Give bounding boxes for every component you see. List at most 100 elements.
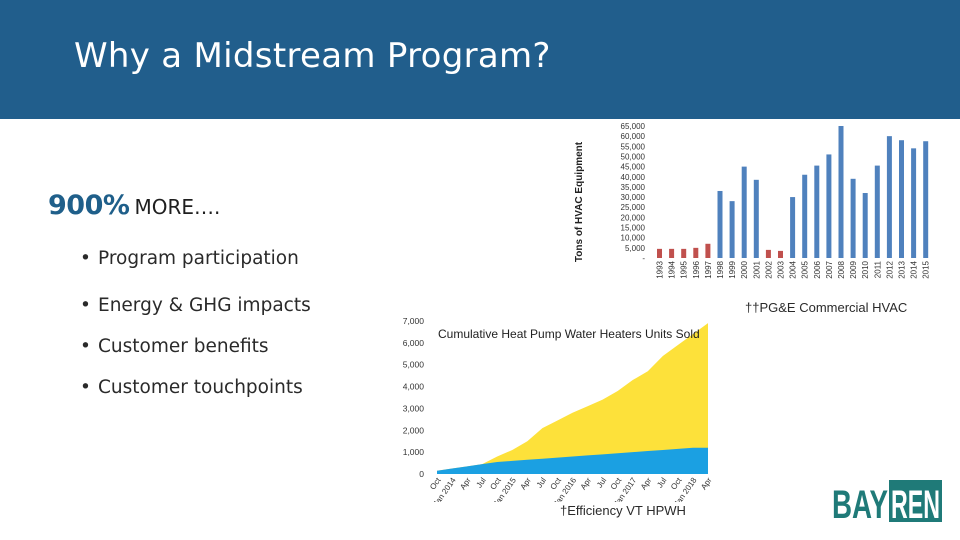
- area-y-tick-label: 1,000: [403, 447, 425, 457]
- bar-1995: [681, 248, 687, 258]
- bar-y-tick-label: 50,000: [621, 152, 646, 161]
- bar-x-tick-label: 2014: [910, 260, 919, 278]
- area-x-tick-label: Jul: [595, 476, 608, 490]
- bullet-item: • Customer touchpoints: [80, 377, 303, 398]
- bar-1996: [693, 247, 699, 258]
- bar-2010: [862, 193, 868, 258]
- bar-x-tick-label: 2006: [813, 260, 822, 278]
- bar-y-tick-label: 35,000: [621, 183, 646, 192]
- bar-2006: [814, 165, 820, 258]
- bar-y-tick-label: 40,000: [621, 173, 646, 182]
- bar-x-tick-label: 2002: [764, 260, 773, 278]
- area-y-tick-label: 4,000: [403, 382, 425, 392]
- bar-2008: [838, 126, 844, 258]
- area-y-tick-label: 7,000: [403, 316, 425, 326]
- headline-value: 900%: [48, 190, 130, 221]
- bar-1997: [705, 243, 711, 258]
- bar-2011: [874, 165, 880, 258]
- area-x-tick-label: Apr: [699, 476, 714, 492]
- bar-y-tick-label: 60,000: [621, 132, 646, 141]
- bar-x-tick-label: 1997: [704, 260, 713, 278]
- bar-1999: [729, 201, 735, 258]
- bar-x-tick-label: 1995: [680, 260, 689, 278]
- area-x-tick-label: Apr: [518, 476, 533, 492]
- area-chart-title: Cumulative Heat Pump Water Heaters Units…: [438, 327, 700, 341]
- bar-chart-caption: ††PG&E Commercial HVAC: [745, 300, 908, 315]
- area-y-tick-label: 2,000: [403, 425, 425, 435]
- bar-2014: [911, 148, 917, 258]
- bullet-item: • Customer benefits: [80, 336, 269, 357]
- bar-x-tick-label: 2005: [801, 260, 810, 278]
- headline-text: MORE….: [134, 195, 221, 219]
- area-chart-y-ticks: 7,000 6,000 5,000 4,000 3,000 2,000 1,000 0: [403, 316, 425, 479]
- bar-1998: [717, 190, 723, 258]
- area-y-tick-label: 3,000: [403, 403, 425, 413]
- area-y-tick-label: 5,000: [403, 360, 425, 370]
- bar-y-tick-label: 25,000: [621, 203, 646, 212]
- bullet-text: Program participation: [98, 248, 299, 269]
- bar-x-tick-label: 2001: [752, 260, 761, 278]
- bullet-text: Customer touchpoints: [98, 377, 303, 398]
- area-series-yellow: [437, 323, 708, 474]
- bar-2002: [765, 249, 771, 258]
- bar-chart-x-ticks: 1993 1994 1995 1996 1997 1998 1999 2000 2001 2002…: [656, 260, 931, 278]
- bar-chart-y-label: Tons of HVAC Equipment: [574, 141, 585, 262]
- logo-box: [889, 480, 942, 522]
- bar-x-tick-label: 1999: [728, 260, 737, 278]
- bar-x-tick-label: 2012: [885, 260, 894, 278]
- bar-x-tick-label: 1993: [656, 260, 665, 278]
- area-y-tick-label: 6,000: [403, 338, 425, 348]
- bar-y-tick-label: 15,000: [621, 224, 646, 233]
- bar-x-tick-label: 2011: [873, 260, 882, 278]
- bar-x-tick-label: 2013: [898, 260, 907, 278]
- title-bar: [0, 0, 960, 119]
- bar-x-tick-label: 2007: [825, 260, 834, 278]
- bar-2005: [802, 174, 808, 258]
- bar-x-tick-label: 2010: [861, 260, 870, 278]
- bar-x-tick-label: 2004: [789, 260, 798, 278]
- area-x-tick-label: Jul: [535, 476, 548, 490]
- bar-2004: [790, 197, 796, 258]
- area-x-tick-label: Apr: [458, 476, 473, 492]
- bar-y-tick-label: 55,000: [621, 142, 646, 151]
- bar-2001: [753, 179, 759, 258]
- hpwh-area-chart: 7,000 6,000 5,000 4,000 3,000 2,000 1,000 0 Oct…: [403, 316, 714, 502]
- bullet-text: Customer benefits: [98, 336, 269, 357]
- area-chart-caption: †Efficiency VT HPWH: [560, 503, 686, 518]
- bar-y-tick-label: 20,000: [621, 213, 646, 222]
- area-x-tick-label: Jul: [655, 476, 668, 490]
- bar-y-tick-label: 45,000: [621, 163, 646, 172]
- bar-2003: [778, 250, 783, 258]
- area-x-tick-label: Apr: [639, 476, 654, 492]
- bar-2009: [850, 178, 856, 258]
- bar-x-tick-label: 2000: [740, 260, 749, 278]
- bar-y-tick-label: 5,000: [625, 244, 646, 253]
- bar-y-tick-label: -: [642, 254, 645, 263]
- bar-x-tick-label: 2003: [777, 260, 786, 278]
- bar-chart-bars: [657, 126, 929, 258]
- bar-2007: [826, 154, 832, 258]
- bar-2015: [923, 141, 929, 258]
- bayren-logo: BAY REN: [832, 480, 942, 522]
- area-x-tick-label: Jul: [475, 476, 488, 490]
- bar-1994: [669, 248, 675, 258]
- bar-2000: [741, 166, 747, 258]
- bar-y-tick-label: 65,000: [621, 122, 646, 131]
- bullet-item: • Energy & GHG impacts: [80, 295, 311, 316]
- bar-y-tick-label: 30,000: [621, 193, 646, 202]
- bar-2012: [886, 136, 892, 258]
- bullet-text: Energy & GHG impacts: [98, 295, 311, 316]
- bullet-item: • Program participation: [80, 248, 299, 269]
- bar-x-tick-label: 2009: [849, 260, 858, 278]
- bar-1993: [657, 248, 662, 258]
- area-x-tick-label: Apr: [579, 476, 594, 492]
- bar-x-tick-label: 2015: [922, 260, 931, 278]
- bullet-icon: •: [80, 295, 91, 316]
- logo-text-ren: REN: [891, 483, 940, 522]
- bullet-icon: •: [80, 248, 91, 269]
- bullet-icon: •: [80, 336, 91, 357]
- bar-x-tick-label: 1996: [692, 260, 701, 278]
